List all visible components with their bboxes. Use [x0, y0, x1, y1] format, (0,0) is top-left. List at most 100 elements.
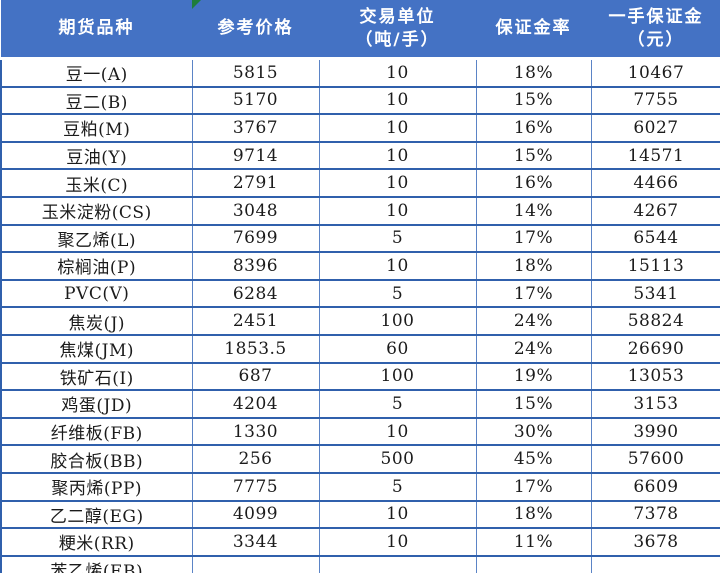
table-body: 豆一(A) 5815 10 18% 10467 豆二(B) 5170 10 15% 7755 豆粕(… — [0, 57, 720, 573]
table-row: 乙二醇(EG) 4099 10 18% 7378 — [0, 499, 720, 530]
col-header-unit: 交易单位 （吨/手） — [319, 0, 476, 60]
cell-margin-rate: 16% — [475, 168, 592, 198]
cell-margin-rate: 16% — [475, 113, 592, 143]
header-row: 期货品种 参考价格 交易单位 （吨/手） 保证金率 一手保证金 （元） — [1, 0, 720, 60]
table-row: 粳米(RR) 3344 10 11% 3678 — [0, 527, 720, 557]
cell-variety: 棕榈油(P) — [0, 251, 193, 281]
cell-margin: 7755 — [590, 85, 720, 116]
cell-price: 9714 — [191, 140, 320, 171]
cell-margin-rate: 17% — [475, 223, 592, 254]
table-row: 豆粕(M) 3767 10 16% 6027 — [0, 113, 720, 143]
cell-variety: 豆粕(M) — [0, 113, 193, 143]
cell-margin-rate: 15% — [475, 389, 592, 419]
cell-margin-rate: 19% — [475, 361, 592, 392]
cell-unit: 10 — [318, 251, 477, 281]
table-row: 豆二(B) 5170 10 15% 7755 — [0, 85, 720, 116]
cell-unit — [318, 554, 477, 573]
cell-unit: 5 — [318, 389, 477, 419]
cell-price: 7699 — [191, 223, 320, 254]
table-row: 纤维板(FB) 1330 10 30% 3990 — [0, 416, 720, 447]
cell-price: 5815 — [191, 57, 320, 88]
table-header: 期货品种 参考价格 交易单位 （吨/手） 保证金率 一手保证金 （元） — [1, 0, 720, 60]
cell-margin-rate: 18% — [475, 57, 592, 88]
cell-margin-rate: 14% — [475, 195, 592, 226]
cell-margin: 6609 — [590, 471, 720, 502]
cell-margin: 5341 — [590, 278, 720, 309]
cell-unit: 10 — [318, 195, 477, 226]
table-row: 聚乙烯(L) 7699 5 17% 6544 — [0, 223, 720, 254]
cell-variety: 聚丙烯(PP) — [0, 471, 193, 502]
cell-margin: 26690 — [590, 333, 720, 364]
header-label: 交易单位 — [359, 6, 436, 27]
table-row: 焦煤(JM) 1853.5 60 24% 26690 — [0, 333, 720, 364]
cell-price: 256 — [191, 444, 320, 474]
cell-unit: 10 — [318, 113, 477, 143]
cell-unit: 10 — [318, 416, 477, 447]
table-row: PVC(V) 6284 5 17% 5341 — [0, 278, 720, 309]
cell-variety: 胶合板(BB) — [0, 444, 193, 474]
cell-price: 2791 — [191, 168, 320, 198]
cell-price: 687 — [191, 361, 320, 392]
cell-unit: 100 — [318, 306, 477, 336]
table-row: 聚丙烯(PP) 7775 5 17% 6609 — [0, 471, 720, 502]
cell-price: 8396 — [191, 251, 320, 281]
header-label-line2: （吨/手） — [355, 29, 440, 50]
cell-unit: 10 — [318, 140, 477, 171]
table-row: 苯乙烯(EB) — [0, 554, 720, 573]
cell-margin: 4466 — [590, 168, 720, 198]
cell-price: 6284 — [191, 278, 320, 309]
cell-margin-rate: 45% — [475, 444, 592, 474]
cell-variety: 焦煤(JM) — [0, 333, 193, 364]
cell-variety: 玉米(C) — [0, 168, 193, 198]
cell-margin-rate — [475, 554, 592, 573]
cell-unit: 5 — [318, 471, 477, 502]
cell-variety: 苯乙烯(EB) — [0, 554, 193, 573]
cell-price: 7775 — [191, 471, 320, 502]
col-header-margin: 一手保证金 （元） — [591, 0, 720, 60]
cell-margin-rate: 15% — [475, 85, 592, 116]
cell-unit: 10 — [318, 168, 477, 198]
cell-margin-rate: 24% — [475, 333, 592, 364]
cell-margin: 14571 — [590, 140, 720, 171]
header-label: 期货品种 — [58, 18, 135, 39]
cell-unit: 60 — [318, 333, 477, 364]
header-label-line2: （元） — [627, 29, 685, 50]
cell-margin-rate: 30% — [475, 416, 592, 447]
cell-margin-rate: 24% — [475, 306, 592, 336]
cell-variety: 聚乙烯(L) — [0, 223, 193, 254]
cell-margin: 3678 — [590, 527, 720, 557]
col-header-price: 参考价格 — [192, 0, 319, 60]
cell-price: 2451 — [191, 306, 320, 336]
cell-variety: 鸡蛋(JD) — [0, 389, 193, 419]
cell-unit: 100 — [318, 361, 477, 392]
header-label: 参考价格 — [217, 18, 294, 39]
cell-price: 4099 — [191, 499, 320, 530]
table-row: 玉米(C) 2791 10 16% 4466 — [0, 168, 720, 198]
cell-margin — [590, 554, 720, 573]
cell-margin: 4267 — [590, 195, 720, 226]
cell-margin: 10467 — [590, 57, 720, 88]
cell-price: 4204 — [191, 389, 320, 419]
cell-margin-rate: 18% — [475, 251, 592, 281]
cell-price: 3048 — [191, 195, 320, 226]
cell-unit: 5 — [318, 223, 477, 254]
cell-unit: 10 — [318, 57, 477, 88]
cell-margin: 57600 — [590, 444, 720, 474]
cell-margin: 6544 — [590, 223, 720, 254]
cell-price: 1330 — [191, 416, 320, 447]
cell-price: 3344 — [191, 527, 320, 557]
cell-unit: 10 — [318, 499, 477, 530]
cell-variety: 豆油(Y) — [0, 140, 193, 171]
cell-margin: 7378 — [590, 499, 720, 530]
cell-price — [191, 554, 320, 573]
cell-variety: 铁矿石(I) — [0, 361, 193, 392]
cell-price: 1853.5 — [191, 333, 320, 364]
table-row: 焦炭(J) 2451 100 24% 58824 — [0, 306, 720, 336]
cell-variety: 豆二(B) — [0, 85, 193, 116]
cell-variety: 焦炭(J) — [0, 306, 193, 336]
cell-unit: 5 — [318, 278, 477, 309]
cell-variety: PVC(V) — [0, 278, 193, 309]
table-row: 玉米淀粉(CS) 3048 10 14% 4267 — [0, 195, 720, 226]
cell-margin-rate: 11% — [475, 527, 592, 557]
cell-variety: 粳米(RR) — [0, 527, 193, 557]
